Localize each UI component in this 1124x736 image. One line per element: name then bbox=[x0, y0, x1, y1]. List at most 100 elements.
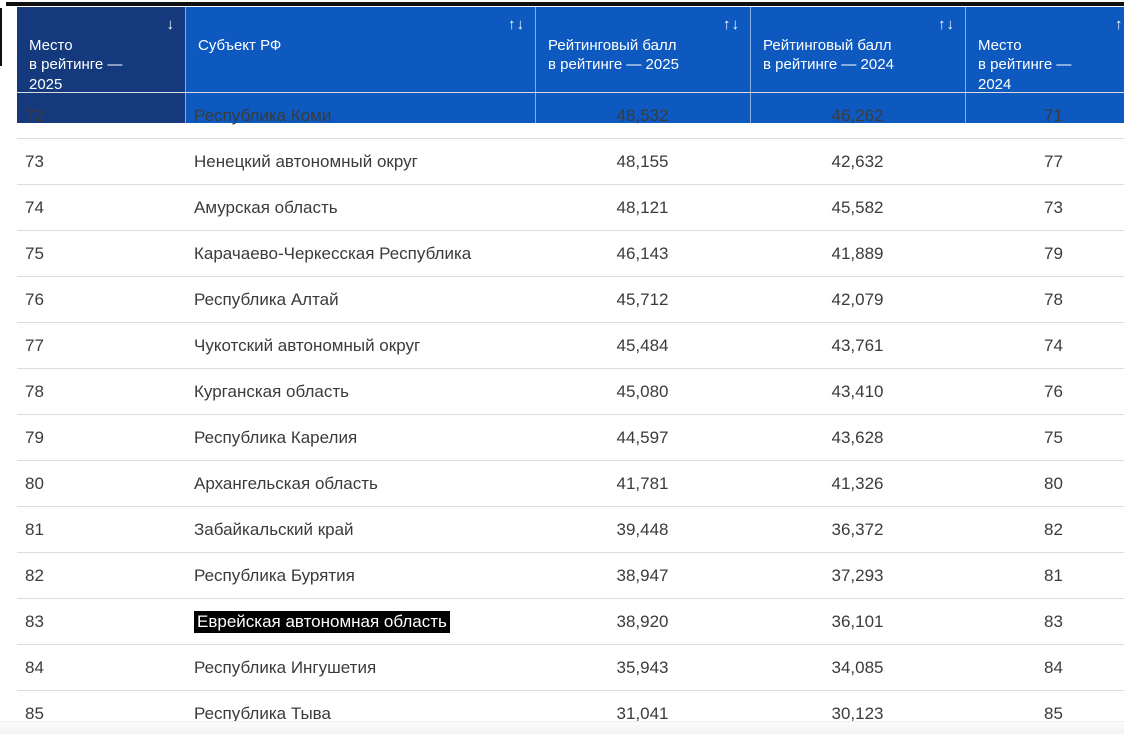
region-cell: Забайкальский край bbox=[185, 520, 535, 540]
rank-2025-cell: 72 bbox=[25, 105, 44, 125]
region-cell: Курганская область bbox=[185, 382, 535, 402]
table-row: 79 Республика Карелия 44,597 43,628 75 bbox=[17, 414, 1124, 460]
region-cell: Еврейская автономная область bbox=[185, 610, 535, 633]
score-2024-cell: 46,262 bbox=[831, 105, 884, 125]
score-2025-cell: 45,712 bbox=[616, 289, 669, 309]
score-2024-cell: 41,326 bbox=[831, 473, 884, 493]
table-row: 82 Республика Бурятия 38,947 37,293 81 bbox=[17, 552, 1124, 598]
rank-2024-cell: 78 bbox=[1044, 289, 1063, 309]
rank-2024-cell: 85 bbox=[1044, 703, 1063, 723]
rank-2024-cell: 76 bbox=[1044, 381, 1063, 401]
score-2024-cell: 45,582 bbox=[831, 197, 884, 217]
column-header-label: Рейтинговый балл в рейтинге — 2025 bbox=[548, 36, 679, 74]
table-row: 76 Республика Алтай 45,712 42,079 78 bbox=[17, 276, 1124, 322]
rank-2024-cell: 73 bbox=[1044, 197, 1063, 217]
region-name: Республика Алтай bbox=[194, 289, 339, 309]
score-2025-cell: 48,532 bbox=[616, 105, 669, 125]
rank-2025-cell: 78 bbox=[25, 381, 44, 401]
column-header-label: Субъект РФ bbox=[198, 36, 282, 54]
rank-2025-cell: 85 bbox=[25, 703, 44, 723]
region-name: Республика Карелия bbox=[194, 427, 358, 447]
score-2025-cell: 46,143 bbox=[616, 243, 669, 263]
region-name: Республика Коми bbox=[194, 105, 332, 125]
score-2024-cell: 37,293 bbox=[831, 565, 884, 585]
table-row: 81 Забайкальский край 39,448 36,372 82 bbox=[17, 506, 1124, 552]
table-row: 83 Еврейская автономная область 38,920 3… bbox=[17, 598, 1124, 644]
rank-2025-cell: 76 bbox=[25, 289, 44, 309]
score-2024-cell: 43,761 bbox=[831, 335, 884, 355]
rank-2024-cell: 83 bbox=[1044, 611, 1063, 631]
region-cell: Ненецкий автономный округ bbox=[185, 152, 535, 172]
region-name: Архангельская область bbox=[194, 473, 378, 493]
rank-2024-cell: 80 bbox=[1044, 473, 1063, 493]
column-header-rank-2024[interactable]: Место в рейтинге — 2024 ↑↓ bbox=[965, 7, 1124, 123]
region-name: Республика Ингушетия bbox=[194, 657, 377, 677]
column-header-region[interactable]: Субъект РФ ↑↓ bbox=[185, 7, 535, 123]
region-name: Амурская область bbox=[194, 197, 338, 217]
rank-2024-cell: 81 bbox=[1044, 565, 1063, 585]
region-name: Республика Бурятия bbox=[194, 565, 355, 585]
table-body: 72 Республика Коми 48,532 46,262 71 73 Н… bbox=[17, 92, 1124, 736]
table-row: 85 Республика Тыва 31,041 30,123 85 bbox=[17, 690, 1124, 736]
rank-2025-cell: 77 bbox=[25, 335, 44, 355]
column-header-score-2024[interactable]: Рейтинговый балл в рейтинге — 2024 ↑↓ bbox=[750, 7, 965, 123]
region-cell: Республика Карелия bbox=[185, 428, 535, 448]
region-name: Ненецкий автономный округ bbox=[194, 151, 418, 171]
rank-2025-cell: 74 bbox=[25, 197, 44, 217]
score-2024-cell: 43,628 bbox=[831, 427, 884, 447]
column-header-label: Место в рейтинге — 2025 bbox=[29, 36, 123, 93]
rank-2025-cell: 82 bbox=[25, 565, 44, 585]
score-2024-cell: 42,079 bbox=[831, 289, 884, 309]
rank-2024-cell: 71 bbox=[1044, 105, 1063, 125]
sort-both-icon: ↑↓ bbox=[723, 16, 740, 33]
score-2024-cell: 43,410 bbox=[831, 381, 884, 401]
table-row: 78 Курганская область 45,080 43,410 76 bbox=[17, 368, 1124, 414]
region-cell: Республика Бурятия bbox=[185, 566, 535, 586]
table-header: Место в рейтинге — 2025 ↓ Субъект РФ ↑↓ … bbox=[17, 7, 1124, 123]
score-2025-cell: 38,947 bbox=[616, 565, 669, 585]
sort-both-icon: ↑↓ bbox=[1115, 16, 1124, 33]
table-row: 72 Республика Коми 48,532 46,262 71 bbox=[17, 92, 1124, 138]
rank-2025-cell: 81 bbox=[25, 519, 44, 539]
rank-2024-cell: 79 bbox=[1044, 243, 1063, 263]
column-header-label: Место в рейтинге — 2024 bbox=[978, 36, 1072, 93]
region-cell: Архангельская область bbox=[185, 474, 535, 494]
region-cell: Амурская область bbox=[185, 198, 535, 218]
rank-2024-cell: 75 bbox=[1044, 427, 1063, 447]
left-border-line bbox=[0, 8, 2, 66]
rank-2024-cell: 82 bbox=[1044, 519, 1063, 539]
table-row: 74 Амурская область 48,121 45,582 73 bbox=[17, 184, 1124, 230]
score-2025-cell: 48,155 bbox=[616, 151, 669, 171]
score-2025-cell: 39,448 bbox=[616, 519, 669, 539]
table-row: 80 Архангельская область 41,781 41,326 8… bbox=[17, 460, 1124, 506]
score-2025-cell: 45,080 bbox=[616, 381, 669, 401]
region-cell: Карачаево-Черкесская Республика bbox=[185, 244, 535, 264]
table-row: 75 Карачаево-Черкесская Республика 46,14… bbox=[17, 230, 1124, 276]
sort-both-icon: ↑↓ bbox=[938, 16, 955, 33]
region-cell: Республика Ингушетия bbox=[185, 658, 535, 678]
score-2025-cell: 44,597 bbox=[616, 427, 669, 447]
region-name: Еврейская автономная область bbox=[194, 610, 450, 633]
score-2024-cell: 30,123 bbox=[831, 703, 884, 723]
rank-2025-cell: 73 bbox=[25, 151, 44, 171]
region-cell: Республика Алтай bbox=[185, 290, 535, 310]
region-name: Забайкальский край bbox=[194, 519, 354, 539]
sort-descending-icon: ↓ bbox=[166, 16, 175, 33]
score-2025-cell: 45,484 bbox=[616, 335, 669, 355]
table-row: 84 Республика Ингушетия 35,943 34,085 84 bbox=[17, 644, 1124, 690]
rank-2025-cell: 80 bbox=[25, 473, 44, 493]
score-2024-cell: 42,632 bbox=[831, 151, 884, 171]
column-header-score-2025[interactable]: Рейтинговый балл в рейтинге — 2025 ↑↓ bbox=[535, 7, 750, 123]
score-2025-cell: 48,121 bbox=[616, 197, 669, 217]
score-2024-cell: 41,889 bbox=[831, 243, 884, 263]
rank-2024-cell: 74 bbox=[1044, 335, 1063, 355]
top-border-line bbox=[6, 2, 1124, 6]
column-header-rank-2025[interactable]: Место в рейтинге — 2025 ↓ bbox=[17, 7, 185, 123]
score-2024-cell: 34,085 bbox=[831, 657, 884, 677]
region-name: Карачаево-Черкесская Республика bbox=[194, 243, 472, 263]
score-2024-cell: 36,101 bbox=[831, 611, 884, 631]
table-row: 73 Ненецкий автономный округ 48,155 42,6… bbox=[17, 138, 1124, 184]
rank-2025-cell: 83 bbox=[25, 611, 44, 631]
score-2025-cell: 41,781 bbox=[616, 473, 669, 493]
score-2024-cell: 36,372 bbox=[831, 519, 884, 539]
